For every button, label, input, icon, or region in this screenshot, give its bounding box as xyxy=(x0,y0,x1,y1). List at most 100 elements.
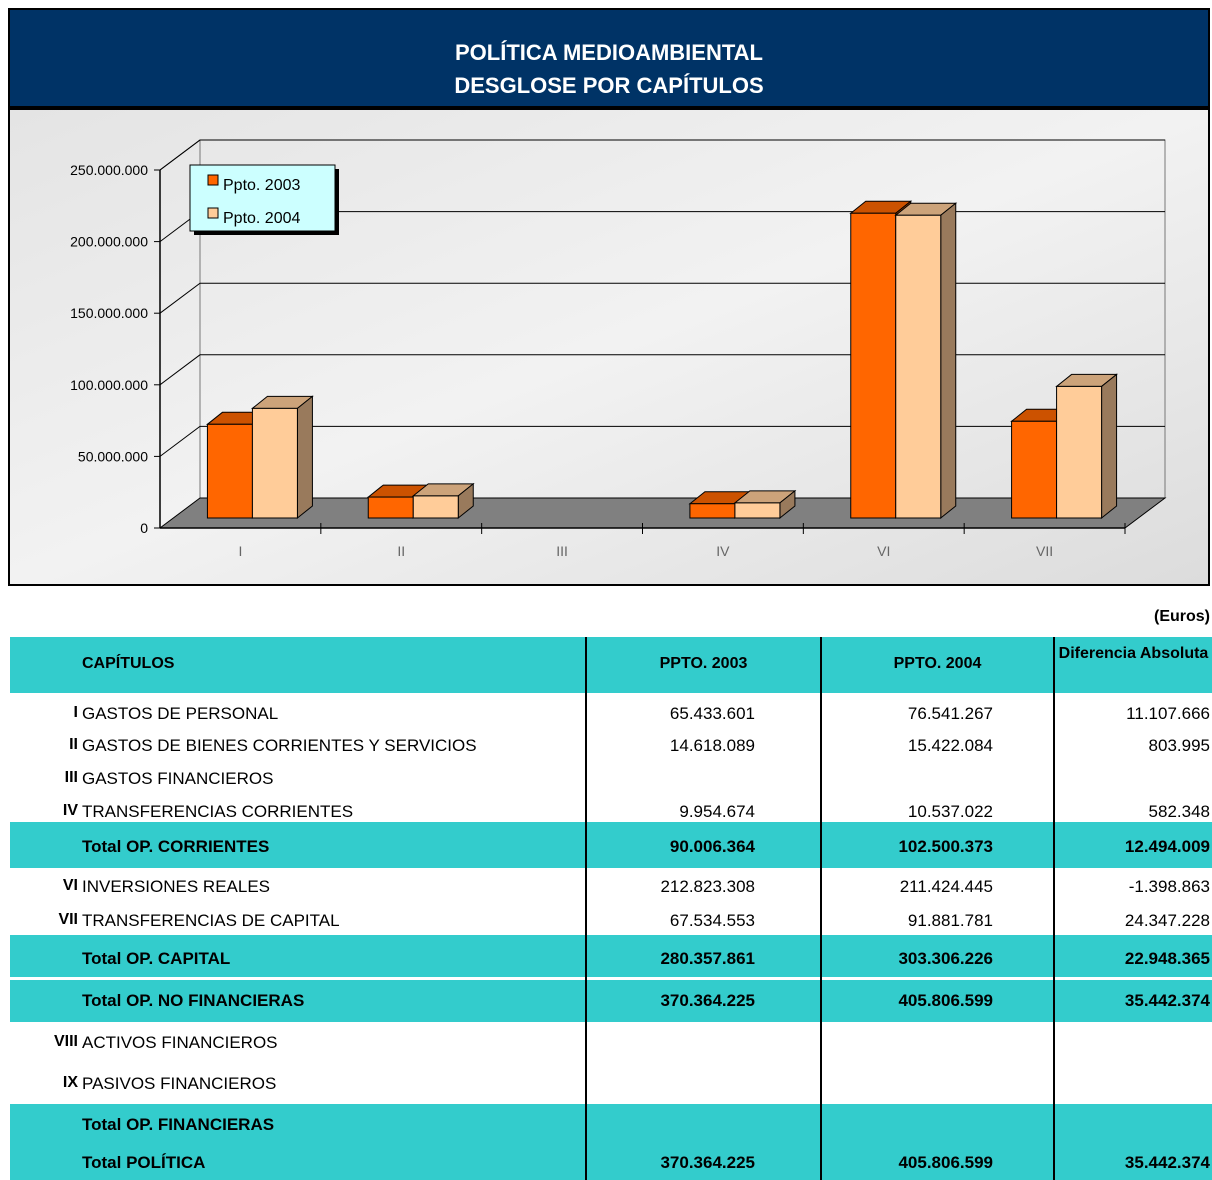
row-label: Total OP. NO FINANCIERAS xyxy=(82,991,305,1010)
row-label: GASTOS DE PERSONAL xyxy=(82,703,279,723)
legend-swatch xyxy=(207,207,219,219)
row-label: TRANSFERENCIAS DE CAPITAL xyxy=(82,910,340,930)
row-value: 582.348 xyxy=(1148,801,1210,821)
total-band xyxy=(10,1146,1212,1180)
bar xyxy=(1055,373,1119,520)
bar-front xyxy=(850,212,897,519)
row-label: ACTIVOS FINANCIEROS xyxy=(82,1032,278,1052)
row-value: 303.306.226 xyxy=(898,949,993,968)
row-value: 15.422.084 xyxy=(907,736,993,755)
row-value: 90.006.364 xyxy=(669,837,755,856)
row-value: 10.537.022 xyxy=(907,801,993,821)
row-value: 370.364.225 xyxy=(660,991,755,1010)
total-band xyxy=(10,935,1212,977)
column-header: Diferencia Absoluta xyxy=(1058,645,1209,662)
row-value: 211.424.445 xyxy=(899,876,993,896)
row-value: 212.823.308 xyxy=(660,876,755,896)
legend-label: Ppto. 2004 xyxy=(223,210,301,227)
column-divider xyxy=(820,637,822,1180)
row-code: VIII xyxy=(53,1032,78,1050)
row-value: 405.806.599 xyxy=(898,991,993,1010)
row-value: 803.995 xyxy=(1148,736,1210,755)
row-label: GASTOS FINANCIEROS xyxy=(82,768,274,788)
x-tick-label: II xyxy=(397,543,405,559)
bar-side xyxy=(1101,373,1118,520)
row-code: II xyxy=(69,736,78,753)
row-code: IX xyxy=(62,1073,78,1091)
row-label: GASTOS DE BIENES CORRIENTES Y SERVICIOS xyxy=(82,736,477,755)
row-label: Total OP. CAPITAL xyxy=(82,949,231,968)
y-tick-label: 200.000.000 xyxy=(70,234,148,250)
row-code: III xyxy=(64,768,78,786)
bar-side xyxy=(296,395,313,520)
row-code: IV xyxy=(62,801,78,819)
row-value: 35.442.374 xyxy=(1124,991,1210,1010)
row-value: 24.347.228 xyxy=(1124,910,1210,930)
row-value: 67.534.553 xyxy=(669,910,755,930)
column-divider xyxy=(585,637,587,1180)
row-label: INVERSIONES REALES xyxy=(82,876,271,896)
row-value: 370.364.225 xyxy=(660,1153,755,1172)
y-tick-label: 0 xyxy=(140,520,148,536)
x-tick-label: VII xyxy=(1036,543,1053,559)
total-band xyxy=(10,980,1212,1022)
bar-front xyxy=(251,407,298,519)
row-value: 102.500.373 xyxy=(898,837,993,856)
bar xyxy=(894,202,958,520)
column-divider xyxy=(1053,637,1055,1180)
y-tick-label: 50.000.000 xyxy=(78,448,148,464)
row-label: Total OP. CORRIENTES xyxy=(82,837,270,856)
row-value: 35.442.374 xyxy=(1124,1153,1210,1172)
grid-line xyxy=(159,354,1165,386)
row-value: 12.494.009 xyxy=(1124,837,1210,856)
column-header: PPTO. 2003 xyxy=(659,655,748,672)
row-label: TRANSFERENCIAS CORRIENTES xyxy=(82,801,354,821)
row-value: 9.954.674 xyxy=(679,801,755,821)
bar xyxy=(733,489,797,520)
grid-line xyxy=(159,139,1165,171)
bar-front xyxy=(1011,420,1058,519)
table-header-band xyxy=(10,637,1212,693)
row-value: -1.398.863 xyxy=(1128,876,1210,896)
x-tick-label: III xyxy=(556,543,568,559)
grid-line xyxy=(159,282,1165,314)
row-code: I xyxy=(73,703,78,721)
title-line: DESGLOSE POR CAPÍTULOS xyxy=(454,73,764,98)
row-label: PASIVOS FINANCIEROS xyxy=(82,1073,277,1093)
bar-front xyxy=(412,495,459,519)
legend-swatch xyxy=(207,174,219,186)
bar-front xyxy=(895,214,942,519)
column-header: PPTO. 2004 xyxy=(893,655,982,672)
row-value: 22.948.365 xyxy=(1124,949,1210,968)
x-tick-label: I xyxy=(238,543,242,559)
x-tick-label: VI xyxy=(877,543,890,559)
legend-label: Ppto. 2003 xyxy=(223,177,301,194)
y-tick-label: 100.000.000 xyxy=(70,377,148,393)
title-line: POLÍTICA MEDIOAMBIENTAL xyxy=(455,40,763,65)
row-value: 65.433.601 xyxy=(669,703,755,723)
x-tick-label: IV xyxy=(716,543,730,559)
units-note: (Euros) xyxy=(1154,608,1210,625)
bar-front xyxy=(689,503,736,519)
row-code: VI xyxy=(62,876,78,894)
grid-line xyxy=(159,425,1165,457)
row-value: 280.357.861 xyxy=(660,949,755,968)
y-tick-label: 150.000.000 xyxy=(70,305,148,321)
bar xyxy=(250,395,314,520)
row-label: Total POLÍTICA xyxy=(82,1153,206,1172)
header: POLÍTICA MEDIOAMBIENTAL DESGLOSE POR CAP… xyxy=(8,8,1210,108)
row-value: 76.541.267 xyxy=(907,703,993,723)
bar-side xyxy=(940,202,957,520)
column-header: CAPÍTULOS xyxy=(82,655,175,672)
row-code: VII xyxy=(58,910,78,928)
y-tick-label: 250.000.000 xyxy=(70,162,148,178)
bar xyxy=(411,482,475,520)
total-band xyxy=(10,1104,1212,1146)
row-value: 405.806.599 xyxy=(898,1153,993,1172)
bar-front xyxy=(367,496,414,519)
row-value: 11.107.666 xyxy=(1126,703,1210,723)
bar-front xyxy=(206,423,253,519)
total-band xyxy=(10,822,1212,868)
row-label: Total OP. FINANCIERAS xyxy=(82,1115,275,1134)
